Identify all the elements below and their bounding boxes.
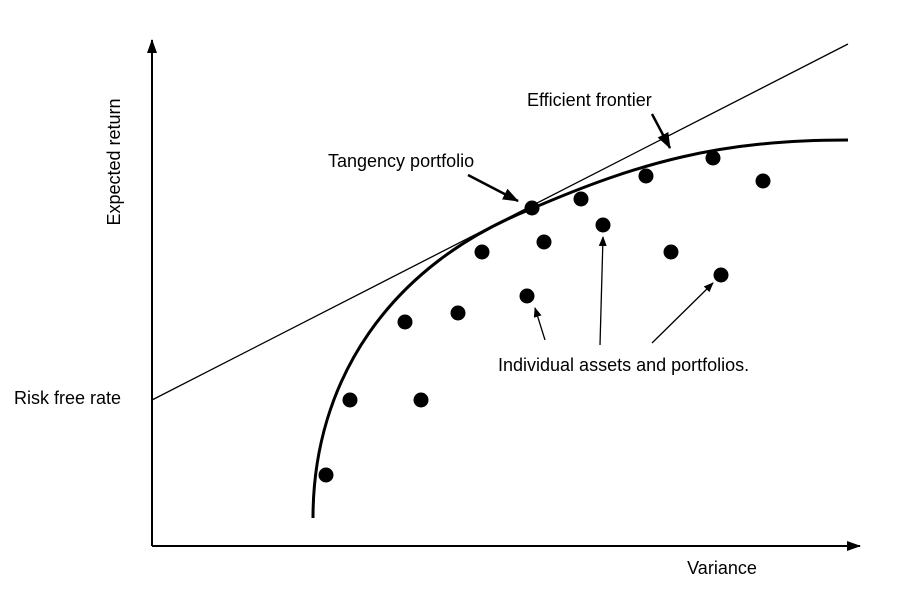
assets-arrow-2 <box>598 236 607 346</box>
efficient-frontier-label: Efficient frontier <box>527 90 652 110</box>
x-axis-label: Variance <box>687 558 757 578</box>
assets-arrow-1 <box>533 307 546 341</box>
individual-assets-label: Individual assets and portfolios. <box>498 355 749 375</box>
tangency-point <box>524 200 540 216</box>
asset-point <box>638 168 654 184</box>
asset-point <box>474 244 490 260</box>
y-axis-label: Expected return <box>104 98 124 225</box>
risk-free-rate-label: Risk free rate <box>14 388 121 408</box>
tangency-portfolio-label: Tangency portfolio <box>328 151 474 171</box>
asset-point <box>536 234 552 250</box>
asset-points <box>318 150 771 483</box>
efficient-frontier-arrow <box>650 113 672 149</box>
asset-point <box>573 191 589 207</box>
asset-point <box>318 467 334 483</box>
asset-point <box>713 267 729 283</box>
asset-point <box>755 173 771 189</box>
assets-arrow-3 <box>651 282 714 344</box>
asset-point <box>413 392 429 408</box>
asset-point <box>705 150 721 166</box>
asset-point <box>595 217 611 233</box>
asset-point <box>663 244 679 260</box>
asset-point <box>519 288 535 304</box>
asset-point <box>342 392 358 408</box>
asset-point <box>450 305 466 321</box>
asset-point <box>397 314 413 330</box>
tangency-portfolio-arrow <box>467 173 519 203</box>
